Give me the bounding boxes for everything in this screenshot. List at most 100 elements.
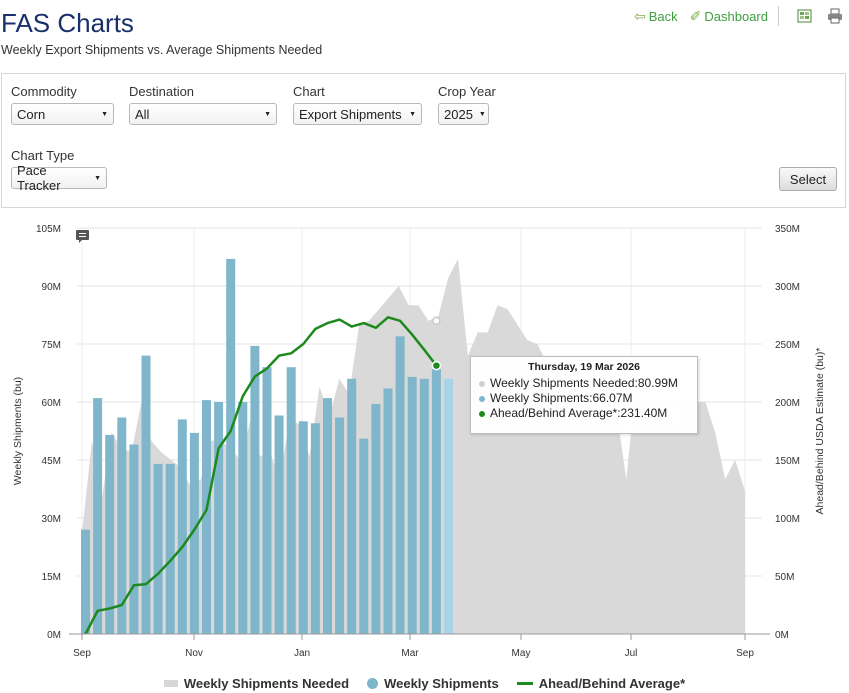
chart-label: Chart (293, 84, 325, 99)
chevron-down-icon: ▼ (101, 110, 108, 118)
y-right-tick-label: 200M (775, 398, 800, 409)
crop-year-label: Crop Year (438, 84, 496, 99)
x-tick-label: Jan (294, 648, 310, 659)
legend-item-shipments[interactable]: Weekly Shipments (367, 676, 499, 691)
y-right-tick-label: 300M (775, 282, 800, 293)
shipment-bar (419, 378, 429, 634)
legend-item-ahead[interactable]: Ahead/Behind Average* (516, 676, 686, 691)
shipment-bar (383, 388, 393, 634)
chart-select[interactable]: Export Shipments ▼ (293, 103, 422, 125)
legend-shipments-label: Weekly Shipments (384, 676, 499, 691)
pin-icon: ✐ (689, 7, 702, 24)
chart-type-select[interactable]: Pace Tracker ▼ (11, 163, 107, 193)
dashboard-label: Dashboard (704, 8, 768, 24)
shipment-bar (177, 419, 187, 634)
shipment-bar (310, 423, 320, 634)
y-left-tick-label: 75M (42, 340, 61, 351)
shipment-bar (117, 417, 127, 634)
print-icon[interactable] (827, 8, 843, 24)
tooltip-shipments-value: Weekly Shipments:66.07M (490, 391, 633, 405)
y-left-tick-label: 105M (36, 224, 61, 235)
select-button[interactable]: Select (779, 167, 837, 191)
area-swatch-icon (163, 680, 178, 687)
crop-year-select[interactable]: 2025 ▼ (438, 103, 489, 125)
commodity-select[interactable]: Corn ▼ (11, 103, 114, 125)
shipment-bar (250, 345, 260, 634)
destination-select[interactable]: All ▼ (129, 103, 277, 125)
crop-year-value: 2025 (444, 106, 473, 122)
page-subtitle: Weekly Export Shipments vs. Average Ship… (1, 43, 323, 57)
legend-ahead-label: Ahead/Behind Average* (538, 676, 686, 691)
legend-item-needed[interactable]: Weekly Shipments Needed (163, 676, 350, 691)
shipment-bar (105, 434, 115, 634)
y-right-tick-label: 0M (775, 630, 789, 641)
destination-label: Destination (129, 84, 195, 99)
shipment-bar (347, 378, 357, 634)
pace-tracker-chart: 0M 15M 30M 45M 60M 75M 90M 105M 0M 50M 100M 150M 200… (12, 224, 826, 659)
chart-legend: Weekly Shipments Needed Weekly Shipments… (0, 676, 849, 691)
tooltip-ahead-value: Ahead/Behind Average*:231.40M (490, 406, 668, 420)
chevron-down-icon: ▼ (478, 110, 486, 118)
y-right-tick-label: 250M (775, 340, 800, 351)
back-arrow-icon: ⇦ (634, 7, 646, 24)
shipment-bar (274, 415, 284, 634)
x-tick-label: May (512, 648, 531, 659)
commodity-label: Commodity (11, 84, 77, 99)
shipment-bar (444, 378, 453, 634)
destination-value: All (135, 106, 150, 122)
x-tick-label: Nov (185, 648, 203, 659)
y-left-axis-title: Weekly Shipments (bu) (12, 377, 24, 485)
shipment-bar (323, 398, 332, 634)
commodity-field: Commodity Corn ▼ (11, 84, 114, 125)
y-right-tick-label: 50M (775, 572, 794, 583)
chart-value: Export Shipments (299, 106, 402, 122)
y-left-tick-label: 60M (42, 398, 61, 409)
page-title: FAS Charts (1, 8, 134, 38)
y-left-tick-label: 90M (42, 282, 61, 293)
shipment-bar (141, 355, 151, 634)
tooltip-needed-value: Weekly Shipments Needed:80.99M (490, 376, 678, 390)
shipments-dot-icon (479, 395, 485, 402)
y-right-axis-title: Ahead/Behind USDA Estimate (bu)* (814, 348, 826, 515)
chart-tooltip: Thursday, 19 Mar 2026 Weekly Shipments N… (470, 356, 698, 434)
shipment-bar (286, 367, 296, 634)
line-swatch-icon (516, 682, 533, 685)
y-left-tick-label: 15M (42, 572, 61, 583)
shipment-bar (226, 258, 236, 634)
tooltip-date: Thursday, 19 Mar 2026 (528, 361, 640, 373)
comment-icon (76, 230, 89, 243)
legend-needed-label: Weekly Shipments Needed (183, 676, 350, 691)
y-right-tick-label: 350M (775, 224, 800, 235)
shipment-bar (189, 432, 199, 634)
chart-type-field: Chart Type Pace Tracker ▼ (11, 148, 107, 193)
export-excel-icon[interactable] (797, 8, 813, 24)
shipment-bar (431, 369, 441, 634)
commodity-value: Corn (17, 106, 46, 122)
y-left-tick-label: 30M (42, 514, 61, 525)
dashboard-link[interactable]: ✐ Dashboard (690, 8, 768, 25)
shipment-bar (165, 463, 175, 634)
destination-field: Destination All ▼ (129, 84, 277, 125)
back-label: Back (648, 8, 678, 24)
shipment-bar (153, 463, 163, 634)
x-tick-label: Sep (736, 648, 754, 659)
shipment-bar (202, 400, 211, 634)
shipment-bar (407, 376, 417, 634)
shipment-bar (335, 417, 345, 634)
shipment-bar (238, 402, 248, 634)
back-link[interactable]: ⇦ Back (634, 8, 678, 25)
chart-field: Chart Export Shipments ▼ (293, 84, 422, 125)
chart-type-value: Pace Tracker (17, 163, 61, 193)
shipment-bar (129, 444, 139, 634)
shipment-bar (262, 367, 272, 634)
shipment-bar (81, 529, 90, 634)
chevron-down-icon: ▼ (264, 110, 271, 118)
top-navigation: ⇦ Back ✐ Dashboard (634, 6, 843, 26)
chevron-down-icon: ▼ (94, 174, 101, 182)
shipment-bar (298, 421, 308, 634)
x-tick-label: Mar (401, 648, 419, 659)
x-tick-label: Jul (625, 648, 638, 659)
ahead-hover-point (431, 360, 442, 371)
crop-year-field: Crop Year 2025 ▼ (438, 84, 496, 125)
y-left-tick-label: 0M (47, 630, 61, 641)
